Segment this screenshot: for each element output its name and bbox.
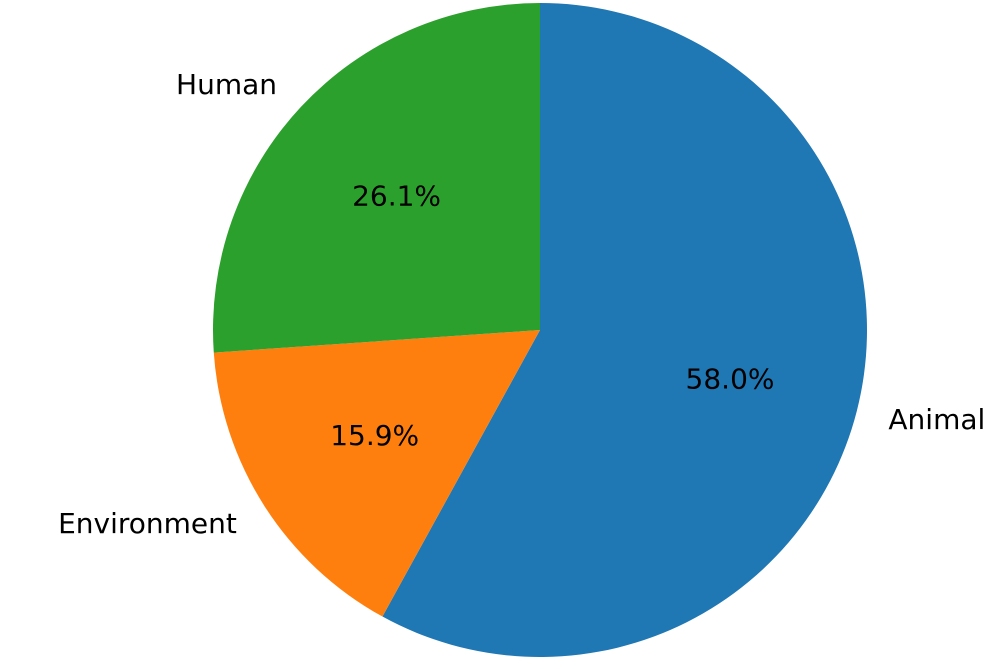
pie-slice-animal (382, 3, 867, 657)
percent-label-animal: 58.0% (686, 362, 775, 395)
pie-slices (213, 3, 867, 657)
category-label-animal: Animal (888, 403, 985, 436)
percent-label-human: 26.1% (352, 180, 441, 213)
pie-slice-human (213, 3, 540, 353)
category-label-human: Human (176, 68, 277, 101)
pie-labels: 58.0% Animal 15.9% Environment 26.1% Human (58, 68, 985, 540)
percent-label-environment: 15.9% (330, 419, 419, 452)
pie-slice-environment (213, 330, 541, 617)
category-label-environment: Environment (58, 507, 237, 540)
